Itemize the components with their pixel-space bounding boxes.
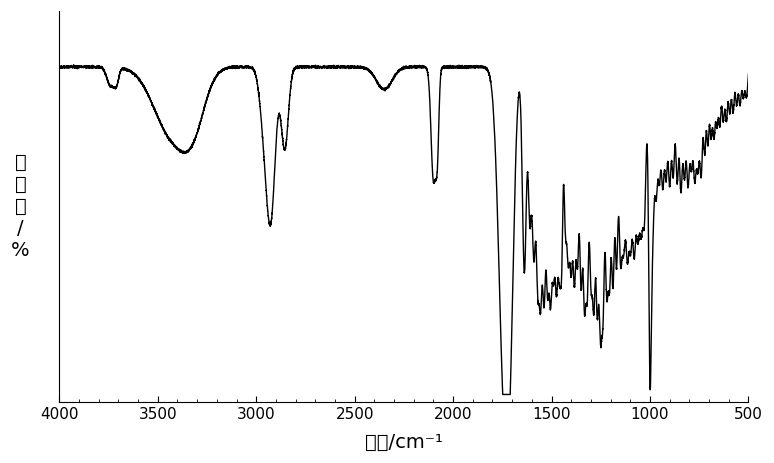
X-axis label: 波数/cm⁻¹: 波数/cm⁻¹ — [365, 433, 443, 452]
Y-axis label: 透
过
率
/
%: 透 过 率 / % — [11, 153, 29, 260]
